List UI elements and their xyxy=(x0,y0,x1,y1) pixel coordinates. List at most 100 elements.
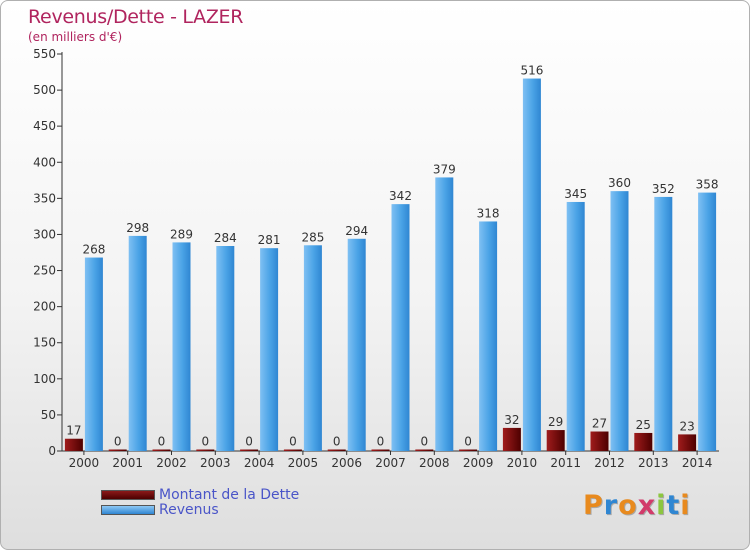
debt-value-label: 0 xyxy=(201,435,209,449)
debt-value-label: 17 xyxy=(66,424,81,438)
debt-bar xyxy=(196,449,215,451)
x-tick-label: 2006 xyxy=(331,456,362,470)
revenue-value-label: 294 xyxy=(345,224,368,238)
revenue-bar xyxy=(435,177,454,451)
x-tick-label: 2012 xyxy=(594,456,625,470)
x-tick-label: 2002 xyxy=(156,456,187,470)
y-tick-label: 400 xyxy=(33,155,56,169)
debt-bar xyxy=(678,434,697,451)
proxiti-logo: Proxiti xyxy=(583,490,691,521)
revenue-value-label: 289 xyxy=(170,227,193,241)
debt-value-label: 0 xyxy=(377,435,385,449)
debt-value-label: 0 xyxy=(464,435,472,449)
debt-bar xyxy=(371,449,390,451)
debt-bar xyxy=(283,449,302,451)
revenue-value-label: 298 xyxy=(126,221,149,235)
y-tick-label: 450 xyxy=(33,119,56,133)
debt-bar xyxy=(459,449,478,451)
x-tick-label: 2005 xyxy=(288,456,319,470)
revenue-value-label: 360 xyxy=(608,176,631,190)
logo-letter: i xyxy=(656,490,667,521)
revenue-value-label: 358 xyxy=(696,178,719,192)
x-tick-label: 2010 xyxy=(507,456,538,470)
revenue-value-label: 342 xyxy=(389,189,412,203)
debt-bar xyxy=(546,430,565,451)
revenue-bar xyxy=(566,201,585,451)
labels: 2000 17 268 2001 0 298 2002 0 289 2003 0 284 2004 0 28… xyxy=(66,64,718,470)
x-tick-label: 2007 xyxy=(375,456,406,470)
y-tick-label: 300 xyxy=(33,227,56,241)
x-tick-label: 2001 xyxy=(112,456,143,470)
debt-value-label: 0 xyxy=(245,435,253,449)
revenue-bar xyxy=(128,235,147,451)
x-tick-label: 2008 xyxy=(419,456,450,470)
revenue-value-label: 345 xyxy=(564,187,587,201)
debt-bar xyxy=(327,449,346,451)
logo-letter: t xyxy=(666,490,681,521)
debt-value-label: 32 xyxy=(504,413,519,427)
revenue-value-label: 284 xyxy=(214,231,237,245)
debt-value-label: 29 xyxy=(548,415,563,429)
chart-title: Revenus/Dette - LAZER xyxy=(28,6,244,28)
debt-bar xyxy=(240,449,259,451)
legend-swatch-debt xyxy=(101,489,155,500)
y-tick-label: 200 xyxy=(33,300,56,314)
logo-letter: P xyxy=(583,490,604,521)
x-tick-label: 2000 xyxy=(69,456,100,470)
logo-letter: o xyxy=(618,490,638,521)
revenue-value-label: 268 xyxy=(82,243,105,257)
y-tick-label: 50 xyxy=(41,408,56,422)
y-tick-label: 350 xyxy=(33,191,56,205)
legend: Montant de la Dette Revenus xyxy=(101,486,300,518)
y-tick-label: 250 xyxy=(33,264,56,278)
logo-letter: x xyxy=(637,490,657,521)
logo-letter: i xyxy=(680,490,691,521)
revenue-bar xyxy=(260,248,279,451)
revenue-bar xyxy=(479,221,498,451)
bars xyxy=(64,78,717,452)
revenue-value-label: 281 xyxy=(258,233,281,247)
revenue-bar xyxy=(610,191,629,452)
debt-bar xyxy=(502,427,521,451)
debt-bar xyxy=(415,449,434,451)
debt-value-label: 0 xyxy=(158,435,166,449)
revenue-value-label: 318 xyxy=(477,206,500,220)
debt-bar xyxy=(590,431,609,451)
legend-item-revenue: Revenus xyxy=(101,502,299,518)
x-tick-label: 2011 xyxy=(550,456,581,470)
revenue-value-label: 516 xyxy=(520,64,543,78)
x-tick-label: 2009 xyxy=(463,456,494,470)
y-tick-label: 500 xyxy=(33,83,56,97)
revenue-bar xyxy=(698,192,717,451)
revenue-value-label: 285 xyxy=(301,230,324,244)
x-tick-label: 2004 xyxy=(244,456,275,470)
revenue-bar xyxy=(303,245,322,451)
legend-label-debt: Montant de la Dette xyxy=(159,486,300,503)
x-tick-label: 2003 xyxy=(200,456,231,470)
chart-subtitle: (en milliers d'€) xyxy=(28,30,123,44)
debt-value-label: 0 xyxy=(420,435,428,449)
debt-value-label: 0 xyxy=(289,435,297,449)
debt-value-label: 0 xyxy=(114,435,122,449)
y-tick-label: 0 xyxy=(48,444,56,458)
debt-value-label: 27 xyxy=(592,417,607,431)
revenue-bar xyxy=(522,78,541,452)
y-tick-label: 550 xyxy=(33,47,56,61)
legend-swatch-revenue xyxy=(101,504,155,515)
y-tick-label: 150 xyxy=(33,336,56,350)
x-tick-label: 2014 xyxy=(682,456,713,470)
y-tick-label: 100 xyxy=(33,372,56,386)
debt-bar xyxy=(152,449,171,451)
revenue-bar xyxy=(216,246,235,451)
debt-value-label: 25 xyxy=(636,418,651,432)
debt-bar xyxy=(64,438,83,451)
logo-letter: r xyxy=(603,490,619,521)
debt-value-label: 23 xyxy=(679,419,694,433)
revenue-bar xyxy=(172,242,191,451)
revenue-bar xyxy=(347,238,366,451)
revenue-value-label: 379 xyxy=(433,162,456,176)
revenue-bar xyxy=(84,257,103,451)
